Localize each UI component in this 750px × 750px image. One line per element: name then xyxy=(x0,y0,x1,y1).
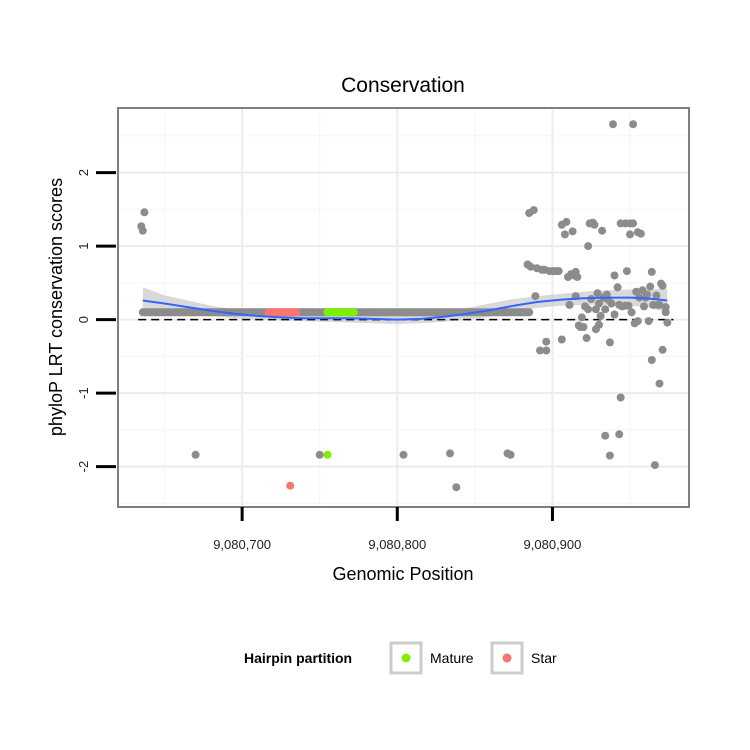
data-point-other xyxy=(655,379,664,388)
data-point-other xyxy=(452,483,461,492)
axes: 9,080,700 9,080,800 9,080,900 -2 -1 0 1 2 xyxy=(76,169,581,552)
data-point-other xyxy=(636,229,645,238)
data-point-other xyxy=(557,335,566,344)
data-point-other xyxy=(573,273,582,281)
data-point-other xyxy=(658,281,667,290)
data-point-other xyxy=(542,337,551,346)
data-point-other xyxy=(598,226,607,235)
data-point-other xyxy=(629,219,638,228)
data-point-other xyxy=(138,226,147,235)
x-tick-label: 9,080,800 xyxy=(368,537,426,552)
data-point-star xyxy=(286,481,295,490)
y-tick-label: 2 xyxy=(76,169,91,176)
data-point-other xyxy=(661,308,670,317)
data-point-other xyxy=(609,120,617,129)
data-point-other xyxy=(529,206,538,215)
data-point-other xyxy=(615,430,624,439)
data-point-other xyxy=(577,313,586,322)
data-point-other xyxy=(650,461,659,470)
data-point-other xyxy=(624,301,633,310)
data-point-other xyxy=(652,291,661,300)
data-point-other xyxy=(640,302,648,311)
panel-border xyxy=(117,107,690,508)
plot-area xyxy=(117,107,690,508)
y-tick-label: 1 xyxy=(76,242,91,249)
data-point-other xyxy=(506,450,515,459)
legend-swatch-mature xyxy=(401,653,411,663)
y-tick-label: 0 xyxy=(76,316,91,323)
data-point-other xyxy=(605,338,614,347)
data-point-other xyxy=(601,431,610,440)
data-point-other xyxy=(579,323,588,331)
data-point-other xyxy=(663,318,672,327)
data-point-other xyxy=(601,305,610,314)
data-point-other xyxy=(626,230,634,239)
data-point-other xyxy=(562,217,571,226)
x-tick-label: 9,080,700 xyxy=(213,537,271,552)
data-point-other xyxy=(582,334,591,342)
data-point-other xyxy=(595,320,603,329)
data-point-other xyxy=(647,356,656,364)
data-point-other xyxy=(565,300,574,309)
chart-title: Conservation xyxy=(341,74,465,97)
y-tick-label: -2 xyxy=(76,461,91,473)
x-axis-title: Genomic Position xyxy=(332,564,473,584)
data-point-other xyxy=(622,267,631,276)
data-point-other xyxy=(613,283,622,292)
mature-point-band xyxy=(323,308,358,317)
data-point-other xyxy=(595,299,603,308)
smooth-fit-line xyxy=(142,296,668,321)
legend: Hairpin partition Mature Star xyxy=(244,641,557,675)
legend-label-star: Star xyxy=(531,650,557,666)
data-point-other xyxy=(536,346,544,355)
data-point-other xyxy=(610,310,619,319)
data-point-other xyxy=(526,262,535,271)
x-tick-label: 9,080,900 xyxy=(524,537,582,552)
data-point-other xyxy=(584,305,593,314)
legend-label-mature: Mature xyxy=(430,650,474,666)
data-point-other xyxy=(531,292,540,301)
legend-title: Hairpin partition xyxy=(244,650,352,666)
y-tick-label: -1 xyxy=(76,387,91,399)
legend-key-mature xyxy=(389,641,423,675)
data-point-other xyxy=(644,317,653,326)
data-point-other xyxy=(616,393,625,402)
data-point-other xyxy=(643,290,652,299)
data-point-other xyxy=(658,345,667,354)
data-point-other xyxy=(610,271,619,280)
data-point-other xyxy=(191,450,200,459)
data-point-other xyxy=(646,282,655,291)
data-point-other xyxy=(632,287,641,296)
data-point-other xyxy=(629,120,638,129)
data-point-other xyxy=(633,317,642,326)
data-point-mature xyxy=(323,450,332,459)
data-point-other xyxy=(446,449,454,458)
y-axis-title: phyloP LRT conservation scores xyxy=(46,178,66,436)
data-point-other xyxy=(593,289,602,298)
data-point-other xyxy=(655,300,664,309)
star-point-band xyxy=(264,308,301,317)
data-point-other xyxy=(554,267,563,276)
data-point-other xyxy=(596,312,605,320)
data-point-other xyxy=(399,450,408,459)
data-point-other xyxy=(560,230,569,239)
data-point-other xyxy=(590,220,599,229)
data-point-other xyxy=(584,242,593,251)
data-point-other xyxy=(647,267,656,276)
data-point-other xyxy=(627,308,636,317)
data-point-other xyxy=(605,451,614,460)
data-point-other xyxy=(315,450,324,459)
data-point-other xyxy=(568,227,577,236)
data-point-other xyxy=(542,346,551,355)
data-point-other xyxy=(607,299,616,308)
data-point-other xyxy=(140,208,149,217)
legend-swatch-star xyxy=(502,653,512,663)
